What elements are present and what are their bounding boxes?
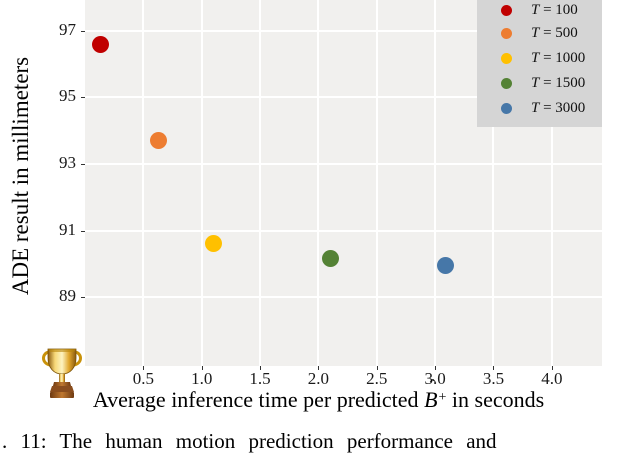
legend-item-t500: T = 500 [477, 21, 602, 46]
trophy-icon [42, 348, 82, 398]
data-point-T=3000 [437, 257, 455, 275]
y-tick-mark-95 [81, 97, 85, 99]
gridline-x-1.0 [200, 0, 203, 366]
legend-marker-t3000 [501, 103, 512, 114]
legend-label-t100: T = 100 [531, 2, 578, 18]
legend-label-t1000: T = 1000 [531, 50, 586, 66]
data-point-T=100 [91, 35, 109, 53]
x-axis-label: Average inference time per predicted ˆ B+… [60, 376, 577, 413]
gridline-x-3.5 [492, 0, 495, 366]
x-tick-label-4.0: 4.0 [541, 369, 563, 388]
y-tick-mark-89 [81, 297, 85, 299]
plot-area: T = 100 T = 500 T = 1000 T = 1500 T = 30… [85, 0, 602, 366]
legend-label-t1500: T = 1500 [531, 75, 586, 91]
figure-caption: . 11: The human motion prediction perfor… [2, 429, 497, 453]
x-tick-mark-3.0 [435, 366, 437, 370]
legend-box: T = 100 T = 500 T = 1000 T = 1500 T = 30… [477, 0, 602, 127]
x-tick-label-0.5: 0.5 [132, 369, 154, 388]
gridline-x-0.5 [142, 0, 145, 366]
y-tick-label-93: 93 [59, 153, 76, 173]
gridline-y-91 [85, 229, 602, 232]
legend-label-t3000: T = 3000 [531, 100, 586, 116]
legend-item-t100: T = 100 [477, 0, 602, 21]
x-tick-mark-4.0 [551, 366, 553, 370]
gridline-x-2.0 [317, 0, 320, 366]
legend-label-t500: T = 500 [531, 25, 578, 41]
x-axis-label-post: in seconds [446, 387, 545, 412]
x-tick-label-2.0: 2.0 [307, 369, 330, 388]
hat-accent: ˆ [429, 376, 436, 396]
plus-superscript: + [438, 390, 447, 405]
y-tick-label-89: 89 [59, 286, 76, 306]
data-point-T=1500 [321, 250, 339, 268]
gridline-x-2.5 [375, 0, 378, 366]
x-tick-mark-0.5 [143, 366, 145, 370]
gridline-y-93 [85, 163, 602, 166]
gridline-x-4.0 [550, 0, 553, 366]
legend-item-t3000: T = 3000 [477, 96, 602, 121]
y-tick-mark-97 [81, 30, 85, 32]
gridline-y-97 [85, 29, 602, 32]
x-tick-mark-3.5 [493, 366, 495, 370]
legend-marker-t1000 [501, 53, 512, 64]
y-tick-label-97: 97 [59, 19, 76, 39]
y-tick-mark-93 [81, 164, 85, 166]
legend-marker-t500 [501, 28, 512, 39]
gridline-y-89 [85, 296, 602, 299]
legend-marker-t1500 [501, 78, 512, 89]
x-axis-label-pre: Average inference time per predicted [92, 387, 425, 412]
gridline-y-95 [85, 96, 602, 99]
x-tick-mark-2.5 [376, 366, 378, 370]
x-tick-mark-1.0 [201, 366, 203, 370]
legend-marker-t100 [501, 5, 512, 16]
data-point-T=500 [150, 132, 168, 150]
y-axis-label: ADE result in millimeters [8, 56, 33, 296]
y-tick-label-91: 91 [59, 219, 76, 239]
x-tick-label-2.5: 2.5 [366, 369, 388, 388]
data-point-T=1000 [204, 235, 222, 253]
gridline-x-1.5 [259, 0, 262, 366]
gridline-x-3.0 [434, 0, 437, 366]
x-tick-label-3.0: 3.0 [424, 369, 446, 388]
x-tick-label-1.5: 1.5 [249, 369, 271, 388]
y-tick-label-95: 95 [59, 86, 76, 106]
x-tick-mark-1.5 [260, 366, 262, 370]
y-tick-mark-91 [81, 230, 85, 232]
x-tick-mark-2.0 [318, 366, 320, 370]
legend-item-t1500: T = 1500 [477, 71, 602, 96]
x-tick-label-1.0: 1.0 [191, 369, 213, 388]
legend-item-t1000: T = 1000 [477, 46, 602, 71]
x-tick-label-3.5: 3.5 [482, 369, 505, 388]
